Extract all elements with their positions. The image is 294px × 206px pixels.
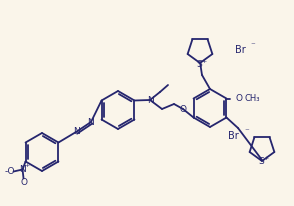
Text: S: S [258, 158, 264, 166]
Text: ⁻: ⁻ [250, 41, 255, 50]
Text: N: N [147, 96, 153, 104]
Text: S: S [196, 60, 202, 69]
Text: N: N [73, 128, 79, 137]
Text: +: + [263, 157, 269, 162]
Text: Br: Br [235, 45, 246, 55]
Text: N: N [19, 165, 26, 174]
Text: O: O [180, 104, 186, 114]
Text: CH₃: CH₃ [244, 94, 260, 103]
Text: +: + [24, 163, 29, 168]
Text: O: O [235, 94, 243, 103]
Text: ⁻: ⁻ [244, 128, 249, 137]
Text: Br: Br [228, 131, 239, 141]
Text: N: N [88, 117, 94, 126]
Text: O: O [20, 178, 27, 187]
Text: +: + [201, 59, 207, 63]
Text: -O: -O [4, 167, 15, 176]
